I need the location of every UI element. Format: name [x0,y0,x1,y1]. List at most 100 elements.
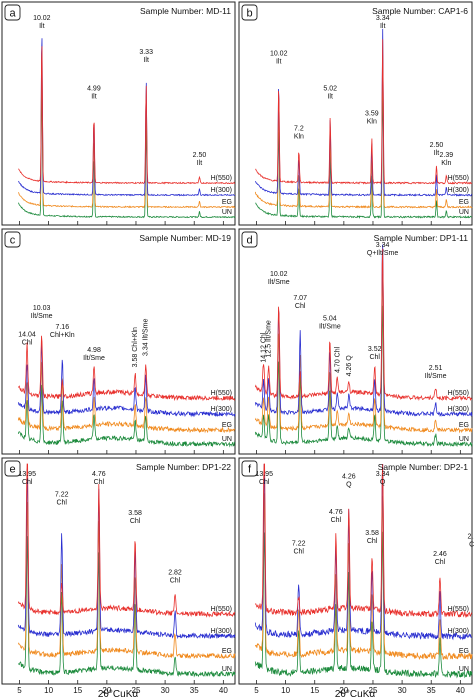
x-tick-label: 10 [44,686,53,695]
peak-label: Ilt/Sme [31,313,53,320]
peak-label: 5.02 [323,85,337,92]
trace-label: H(550) [211,390,232,397]
x-tick-label: 20 [102,686,111,695]
trace-label: H(550) [211,606,232,613]
x-tick-label: 20 [339,686,348,695]
peak-label: Ilt [276,58,282,65]
sample-number: Sample Number: MD-11 [140,6,231,16]
x-tick-label: 25 [132,686,141,695]
peak-label: 3.34 [376,242,390,249]
trace-label: EG [222,199,232,206]
trace-eg [254,55,473,209]
trace-h300 [18,38,236,197]
x-tick-label: 40 [219,686,228,695]
trace-label: UN [459,209,469,216]
trace-label: H(550) [448,606,469,613]
trace-label: H(300) [211,406,232,413]
peak-label: Chl [259,479,270,486]
trace-eg [17,64,236,209]
peak-label: 4.99 [87,85,101,92]
peak-label: 7.16 [55,324,69,331]
peak-label: Ilt [39,23,45,30]
panel-frame [1,457,236,685]
sample-number: Sample Number: DP1-22 [136,462,231,472]
trace-h550 [254,248,473,402]
sample-number: Sample Number: DP1-11 [374,233,469,243]
trace-label: UN [222,209,232,216]
trace-label: EG [459,648,469,655]
peak-label: Chl [367,538,378,545]
peak-label: Ilt [380,23,386,30]
trace-label: H(300) [448,628,469,635]
trace-label: EG [459,199,469,206]
peak-label: Chl [331,517,342,524]
peak-label: 7.22 [55,491,69,498]
x-tick-label: 15 [310,686,319,695]
peak-label: 3.34 Ilt/Sme [143,319,150,356]
panel-letter-box [4,231,21,248]
panel-letter-box [241,231,258,248]
peak-label: Chl [56,499,67,506]
trace-h300 [254,28,473,197]
panel-letter: b [246,8,252,20]
peak-label: 2.50 [193,152,207,159]
peak-label: Ilt/Sme [268,279,290,286]
peak-label: 10.03 [33,305,51,312]
peak-label: 10.02 [270,50,288,57]
peak-label: 4.26 Q [346,355,353,377]
x-tick-label: 30 [398,686,407,695]
peak-label: Chl [295,303,306,310]
peak-label: 5.04 [323,315,337,322]
x-tick-label: 35 [190,686,199,695]
peak-label: Q+Ilt/Sme [367,250,398,257]
trace-label: H(550) [448,175,469,182]
peak-label: 3.58 [365,530,379,537]
peak-label: 4.76 [92,471,106,478]
x-axis-label-left: 2θ°CuKα [98,689,139,700]
trace-label: UN [459,436,469,443]
trace-un [17,536,236,678]
trace-un [17,90,236,219]
peak-label: 13.95 [255,471,273,478]
trace-label: H(300) [211,628,232,635]
peak-label: 4.98 [87,347,101,354]
trace-un [255,84,473,219]
trace-label: EG [222,648,232,655]
trace-label: H(550) [211,175,232,182]
peak-label: 3.58 [128,510,142,517]
panel-a: UNEGH(300)H(550)10.02Ilt4.99Ilt3.33Ilt2.… [1,1,236,226]
panel-letter-box [4,460,21,477]
panel-letter: c [10,235,16,247]
peak-label: 2.13 [468,533,474,540]
peak-label: Kln [367,118,377,125]
sample-number: Sample Number: MD-19 [139,233,231,243]
peak-label: 3.33 [139,49,153,56]
x-tick-label: 30 [161,686,170,695]
peak-label: Chl [22,479,33,486]
peak-label: Chl [293,548,304,555]
trace-h550 [17,335,236,402]
trace-un [254,305,473,448]
peak-label: 13.95 [18,471,36,478]
peak-label: 3.58 Chl+Kln [132,327,139,367]
trace-un [17,384,236,448]
trace-h300 [254,244,473,418]
peak-label: 7.22 [292,540,306,547]
trace-eg [254,493,473,661]
trace-label: UN [222,436,232,443]
trace-label: H(300) [448,187,469,194]
trace-h550 [18,46,236,185]
peak-label: 2.46 [433,551,447,558]
x-tick-label: 40 [456,686,465,695]
x-tick-label: 5 [254,686,259,695]
peak-label: 10.02 [270,271,288,278]
panel-b: UNEGH(300)H(550)10.02Ilt7.2Kln5.02Ilt3.5… [238,1,473,226]
trace-label: UN [459,666,469,673]
peak-label: 3.34 [376,15,390,22]
x-tick-label: 10 [281,686,290,695]
